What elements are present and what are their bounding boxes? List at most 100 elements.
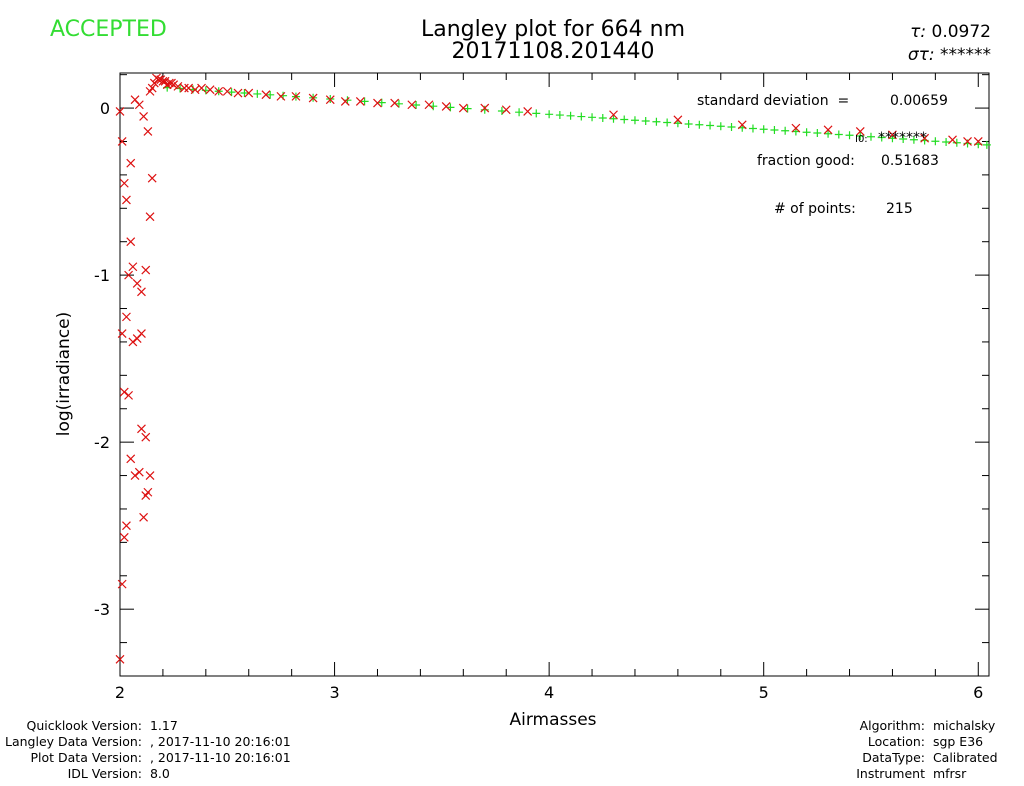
- fraction-label: fraction good:: [757, 153, 855, 169]
- good-point: [377, 98, 386, 107]
- x-tick-label: 3: [329, 683, 339, 702]
- rejected-point: [458, 103, 468, 113]
- good-point: [609, 114, 618, 123]
- good-point: [866, 132, 875, 141]
- good-point: [545, 110, 554, 119]
- good-point: [813, 129, 822, 138]
- plot-frame: [119, 72, 990, 677]
- rejected-point: [126, 454, 136, 464]
- footer-right-value: mfrsr: [925, 766, 967, 781]
- good-point: [412, 101, 421, 110]
- good-point: [909, 135, 918, 144]
- tau-readout: τ: 0.0972: [910, 22, 991, 42]
- sigma-label: στ:: [907, 45, 935, 65]
- good-point: [227, 88, 236, 97]
- rejected-point: [190, 85, 200, 95]
- rejected-point: [920, 133, 930, 143]
- rejected-point: [308, 93, 318, 103]
- rejected-point: [141, 432, 151, 442]
- good-point: [706, 121, 715, 130]
- x-tick-label: 5: [759, 683, 769, 702]
- rejected-point: [141, 491, 151, 501]
- good-point: [877, 133, 886, 142]
- chart-subtitle: 20171108.201440: [451, 39, 655, 64]
- footer-left-label: Langley Data Version:: [4, 734, 142, 749]
- good-point: [577, 112, 586, 121]
- i0-label: I0:: [855, 134, 868, 145]
- i0-value: *******: [878, 130, 927, 146]
- good-point: [663, 118, 672, 127]
- rejected-point: [963, 137, 972, 146]
- rejected-point: [137, 424, 146, 434]
- y-tick-label: -3: [94, 600, 110, 619]
- rejected-point: [119, 532, 129, 542]
- rejected-point: [222, 86, 232, 96]
- good-point: [781, 126, 790, 135]
- footer-right-label: Location:: [867, 734, 925, 749]
- points-label: # of points:: [774, 201, 856, 217]
- rejected-point: [791, 123, 801, 133]
- footer-right-value: michalsky: [925, 718, 996, 733]
- good-point: [588, 113, 597, 122]
- rejected-point: [128, 337, 138, 347]
- chart-title: Langley plot for 664 nm: [420, 17, 686, 42]
- footer-right-label: Instrument: [856, 766, 925, 781]
- rejected-point: [737, 120, 747, 130]
- rejected-point: [122, 312, 131, 322]
- rejected-point: [823, 125, 833, 135]
- rejected-point: [197, 83, 206, 93]
- good-point: [652, 117, 661, 126]
- sigma-value: ******: [940, 45, 991, 65]
- rejected-point: [276, 91, 286, 101]
- good-point: [716, 122, 725, 131]
- footer-right-row: Instrument mfrsr: [835, 766, 998, 782]
- good-point: [566, 111, 575, 120]
- rejected-point: [973, 137, 983, 146]
- rejected-point: [139, 512, 149, 522]
- good-point: [931, 137, 940, 146]
- rejected-point: [122, 195, 131, 205]
- footer-left-row: Plot Data Version: , 2017-11-10 20:16:01: [0, 750, 291, 766]
- tau-label: τ:: [910, 22, 927, 42]
- good-point: [748, 124, 757, 133]
- rejected-point: [480, 103, 490, 113]
- rejected-point: [501, 105, 511, 115]
- footer-right: Algorithm: michalsky Location: sgp E36 Dat…: [835, 718, 998, 782]
- rejected-point: [424, 100, 434, 110]
- footer-left-value: 1.17: [142, 718, 178, 733]
- rejected-point: [173, 81, 183, 91]
- tau-value: 0.0972: [931, 22, 991, 42]
- rejected-point: [609, 110, 618, 120]
- rejected-point: [407, 100, 417, 110]
- x-tick-label: 2: [115, 683, 125, 702]
- footer-left-row: Quicklook Version: 1.17: [0, 718, 291, 734]
- rejected-point: [143, 127, 153, 136]
- std-label: standard deviation =: [697, 93, 849, 109]
- good-point: [266, 90, 275, 99]
- rejected-point: [214, 86, 224, 96]
- rejected-point: [147, 173, 157, 183]
- good-point: [695, 120, 704, 129]
- x-tick-label: 4: [544, 683, 554, 702]
- rejected-point: [855, 127, 865, 136]
- good-point: [952, 138, 961, 147]
- rejected-point: [948, 135, 957, 145]
- rejected-point: [119, 387, 129, 397]
- y-tick-label: -2: [94, 433, 110, 452]
- footer-left-value: 8.0: [142, 766, 170, 781]
- footer-right-row: DataType: Calibrated: [835, 750, 997, 766]
- rejected-point: [523, 106, 533, 116]
- rejected-point: [117, 329, 127, 339]
- good-point: [555, 111, 564, 120]
- footer-right-value: sgp E36: [925, 734, 984, 749]
- rejected-point: [128, 262, 138, 272]
- rejected-point: [205, 85, 215, 95]
- footer-left-value: , 2017-11-10 20:16:01: [142, 750, 291, 765]
- good-point: [598, 114, 607, 123]
- x-axis-label: Airmasses: [509, 710, 596, 730]
- good-point: [641, 117, 650, 126]
- footer-right-label: Algorithm:: [859, 718, 925, 733]
- axis-ticks: 2 3 4 5 6 0 -1 -2 -3: [94, 73, 989, 702]
- footer-left-label: Plot Data Version:: [30, 750, 142, 765]
- rejected-point: [117, 579, 127, 589]
